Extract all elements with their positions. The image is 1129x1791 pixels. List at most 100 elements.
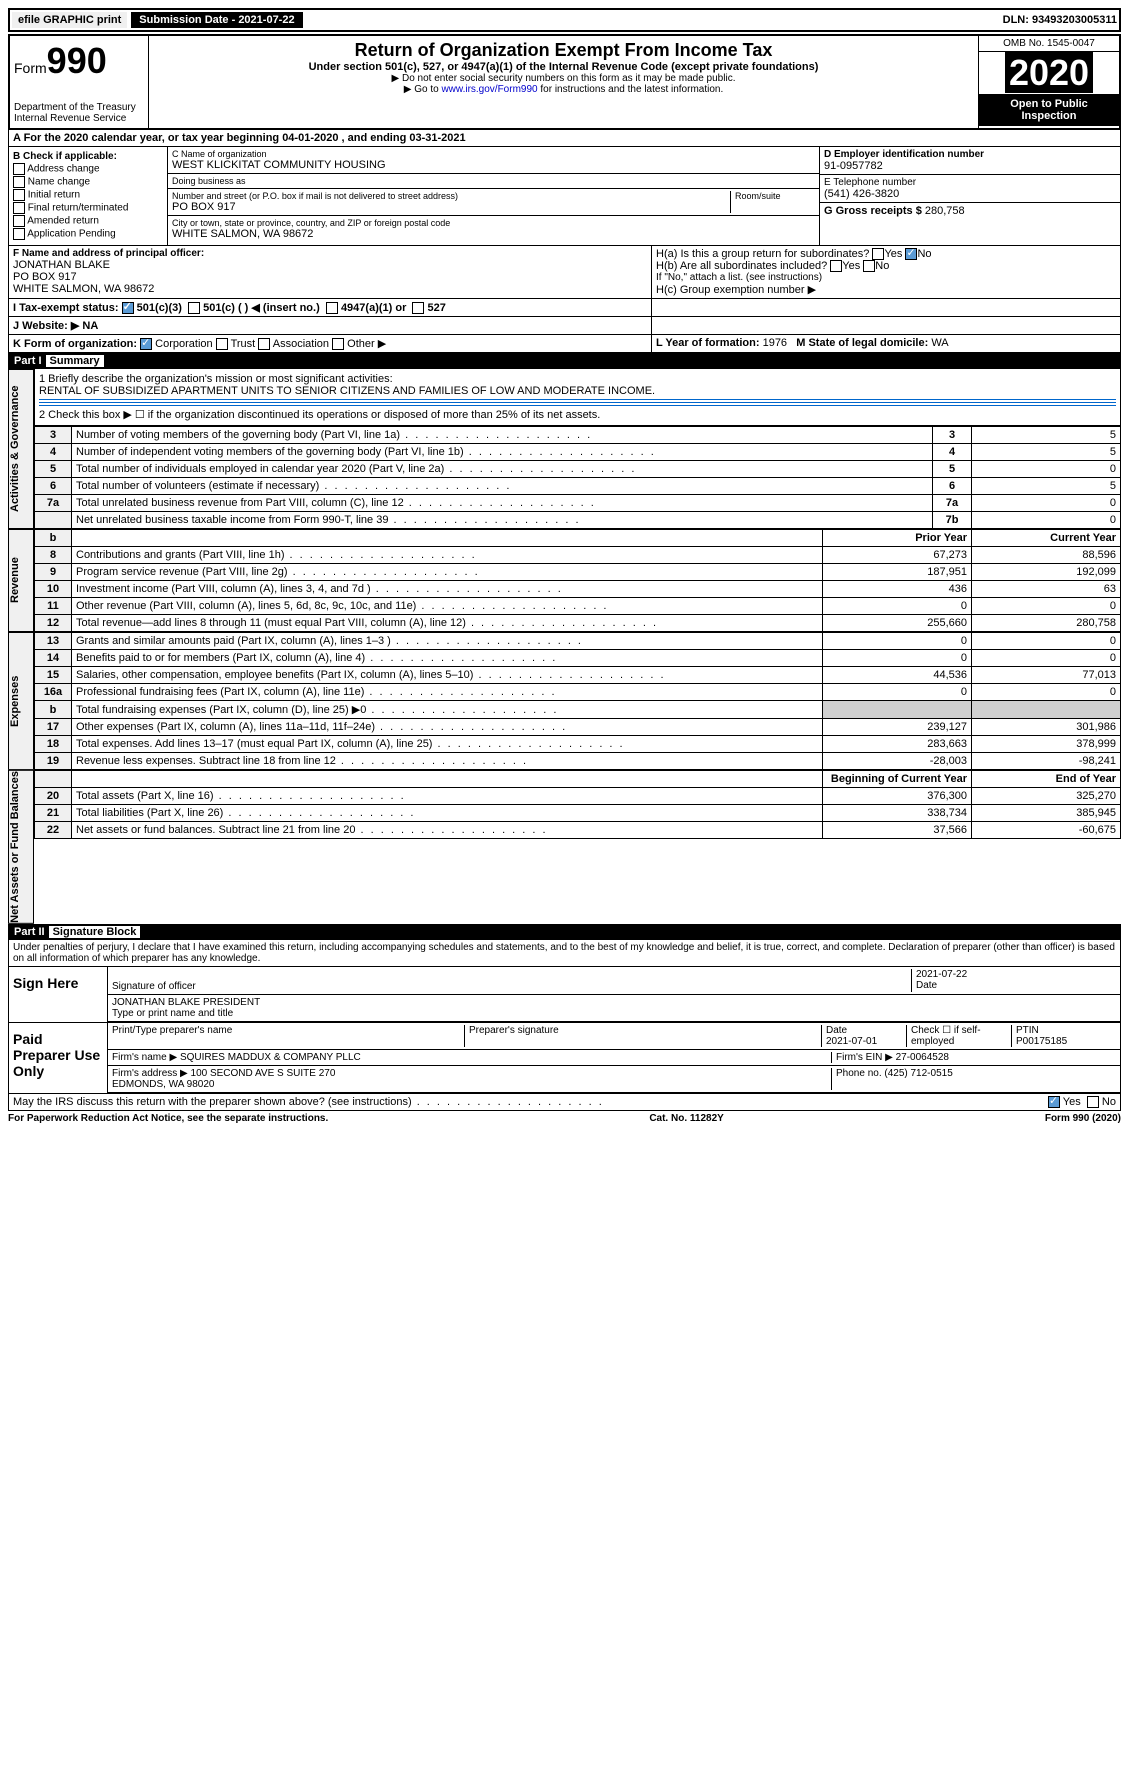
- info-grid: B Check if applicable: Address change Na…: [8, 147, 1121, 246]
- side-net: Net Assets or Fund Balances: [8, 770, 34, 924]
- paid-block: Paid Preparer Use Only Print/Type prepar…: [8, 1023, 1121, 1094]
- box-b-label: B Check if applicable:: [13, 151, 163, 162]
- footer: For Paperwork Reduction Act Notice, see …: [8, 1111, 1121, 1126]
- top-bar: efile GRAPHIC print Submission Date - 20…: [8, 8, 1121, 32]
- chk-final[interactable]: Final return/terminated: [13, 202, 163, 214]
- h-note: If "No," attach a list. (see instruction…: [656, 272, 1116, 283]
- chk-name[interactable]: Name change: [13, 176, 163, 188]
- state-domicile: WA: [931, 337, 948, 349]
- prep-sig-label: Preparer's signature: [465, 1025, 822, 1047]
- header-left: Form990 Department of the Treasury Inter…: [10, 36, 149, 128]
- org-name-label: C Name of organization: [172, 149, 815, 159]
- exp-section: Expenses 13Grants and similar amounts pa…: [8, 632, 1121, 770]
- chk-assoc[interactable]: [258, 338, 270, 350]
- cat-no: Cat. No. 11282Y: [649, 1113, 723, 1124]
- table-row: 3Number of voting members of the governi…: [35, 427, 1121, 444]
- row-i: I Tax-exempt status: 501(c)(3) 501(c) ( …: [8, 299, 1121, 317]
- chk-address[interactable]: Address change: [13, 163, 163, 175]
- gov-section: Activities & Governance 1 Briefly descri…: [8, 369, 1121, 529]
- table-row: 10Investment income (Part VIII, column (…: [35, 581, 1121, 598]
- exp-table: 13Grants and similar amounts paid (Part …: [34, 632, 1121, 770]
- table-row: bTotal fundraising expenses (Part IX, co…: [35, 701, 1121, 719]
- table-row: 20Total assets (Part X, line 16)376,3003…: [35, 788, 1121, 805]
- firm-phone: Phone no. (425) 712-0515: [832, 1068, 1116, 1090]
- table-row: 7aTotal unrelated business revenue from …: [35, 495, 1121, 512]
- table-row: 14Benefits paid to or for members (Part …: [35, 650, 1121, 667]
- sign-here-label: Sign Here: [9, 967, 108, 1022]
- city-label: City or town, state or province, country…: [172, 218, 815, 228]
- table-row: 5Total number of individuals employed in…: [35, 461, 1121, 478]
- form-footer: Form 990 (2020): [1045, 1113, 1121, 1124]
- chk-initial[interactable]: Initial return: [13, 189, 163, 201]
- form-num: 990: [47, 40, 107, 81]
- phone-label: E Telephone number: [824, 177, 1116, 188]
- hb-yes[interactable]: [830, 260, 842, 272]
- chk-amended[interactable]: Amended return: [13, 215, 163, 227]
- discuss-yes[interactable]: [1048, 1096, 1060, 1108]
- efile-label[interactable]: efile GRAPHIC print: [12, 12, 127, 28]
- box-de: D Employer identification number 91-0957…: [819, 147, 1120, 245]
- ptin-val: P00175185: [1016, 1036, 1067, 1047]
- sig-date-label: Date: [916, 980, 937, 991]
- sig-name-label: Type or print name and title: [112, 1008, 1116, 1019]
- rev-section: Revenue bPrior YearCurrent Year 8Contrib…: [8, 529, 1121, 632]
- header-center: Return of Organization Exempt From Incom…: [149, 36, 978, 128]
- phone-val: (541) 426-3820: [824, 188, 1116, 200]
- gross-val: 280,758: [925, 205, 965, 217]
- net-section: Net Assets or Fund Balances Beginning of…: [8, 770, 1121, 924]
- sign-block: Sign Here Signature of officer 2021-07-2…: [8, 967, 1121, 1023]
- chk-527[interactable]: [412, 302, 424, 314]
- table-row: 13Grants and similar amounts paid (Part …: [35, 633, 1121, 650]
- table-row: 21Total liabilities (Part X, line 26)338…: [35, 805, 1121, 822]
- chk-501c3[interactable]: [122, 302, 134, 314]
- gross-label: G Gross receipts $: [824, 205, 922, 217]
- table-row: 15Salaries, other compensation, employee…: [35, 667, 1121, 684]
- table-row: 9Program service revenue (Part VIII, lin…: [35, 564, 1121, 581]
- officer-addr2: WHITE SALMON, WA 98672: [13, 283, 647, 295]
- table-row: 4Number of independent voting members of…: [35, 444, 1121, 461]
- chk-501c[interactable]: [188, 302, 200, 314]
- table-row: 18Total expenses. Add lines 13–17 (must …: [35, 736, 1121, 753]
- firm-addr: Firm's address ▶ 100 SECOND AVE S SUITE …: [112, 1068, 831, 1079]
- firm-name: Firm's name ▶ SQUIRES MADDUX & COMPANY P…: [112, 1052, 832, 1063]
- table-row: 17Other expenses (Part IX, column (A), l…: [35, 719, 1121, 736]
- discuss-row: May the IRS discuss this return with the…: [8, 1094, 1121, 1111]
- table-row: 22Net assets or fund balances. Subtract …: [35, 822, 1121, 839]
- box-b: B Check if applicable: Address change Na…: [9, 147, 168, 245]
- chk-corp[interactable]: [140, 338, 152, 350]
- ha-label: H(a) Is this a group return for subordin…: [656, 248, 869, 260]
- table-row: 6Total number of volunteers (estimate if…: [35, 478, 1121, 495]
- prep-date: 2021-07-01: [826, 1036, 877, 1047]
- net-table: Beginning of Current YearEnd of Year 20T…: [34, 770, 1121, 839]
- hb-no[interactable]: [863, 260, 875, 272]
- chk-4947[interactable]: [326, 302, 338, 314]
- table-row: 16aProfessional fundraising fees (Part I…: [35, 684, 1121, 701]
- pra-notice: For Paperwork Reduction Act Notice, see …: [8, 1113, 328, 1124]
- officer-name: JONATHAN BLAKE: [13, 259, 647, 271]
- table-row: Net unrelated business taxable income fr…: [35, 512, 1121, 529]
- hb-label: H(b) Are all subordinates included?: [656, 260, 827, 272]
- street-label: Number and street (or P.O. box if mail i…: [172, 191, 730, 201]
- form-label: Form: [14, 60, 47, 76]
- ein-label: D Employer identification number: [824, 149, 1116, 160]
- box-h: H(a) Is this a group return for subordin…: [652, 246, 1120, 298]
- penalties-text: Under penalties of perjury, I declare th…: [8, 940, 1121, 967]
- open-inspection: Open to Public Inspection: [979, 94, 1119, 126]
- ha-yes[interactable]: [872, 248, 884, 260]
- ein-val: 91-0957782: [824, 160, 1116, 172]
- prep-name-label: Print/Type preparer's name: [112, 1025, 465, 1047]
- ha-no[interactable]: [905, 248, 917, 260]
- self-emp-label: Check ☐ if self-employed: [907, 1025, 1012, 1047]
- chk-trust[interactable]: [216, 338, 228, 350]
- discuss-no[interactable]: [1087, 1096, 1099, 1108]
- submission-button[interactable]: Submission Date - 2021-07-22: [131, 12, 302, 28]
- chk-pending[interactable]: Application Pending: [13, 228, 163, 240]
- firm-ein: Firm's EIN ▶ 27-0064528: [832, 1052, 1116, 1063]
- row-j: J Website: ▶ NA: [8, 317, 1121, 335]
- street-val: PO BOX 917: [172, 201, 730, 213]
- part2-header: Part IISignature Block: [8, 924, 1121, 940]
- website-label: J Website: ▶: [13, 320, 79, 332]
- side-governance: Activities & Governance: [8, 369, 34, 529]
- irs-link[interactable]: www.irs.gov/Form990: [441, 84, 537, 95]
- chk-other[interactable]: [332, 338, 344, 350]
